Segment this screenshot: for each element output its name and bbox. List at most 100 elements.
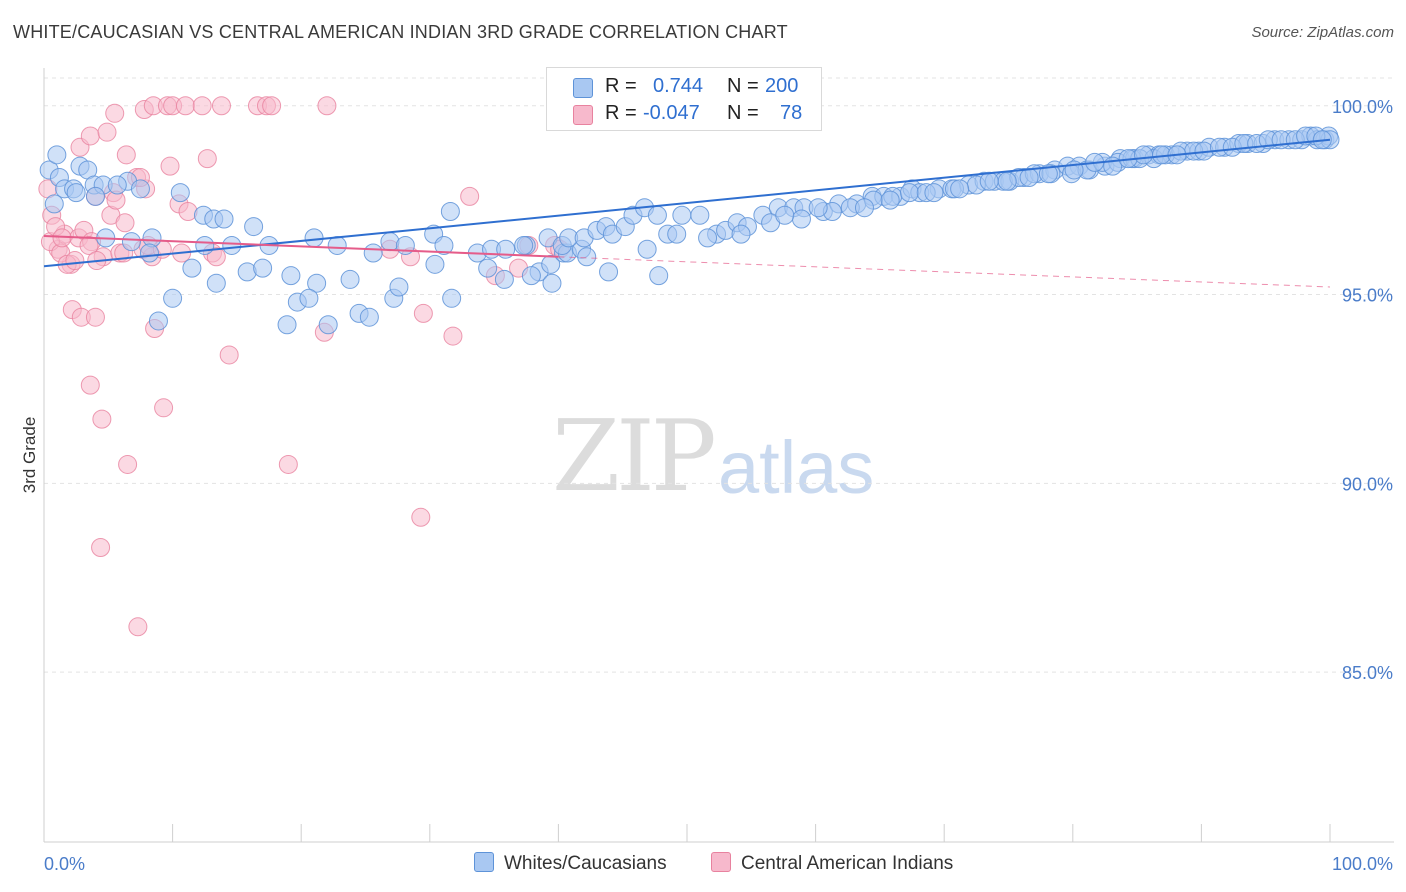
white-caucasian-point [206,273,226,293]
white-caucasian-point [340,269,360,289]
central-american-indian-point [211,96,231,116]
axis-labels: 85.0% 90.0% 95.0% 100.0% 0.0% 100.0% 3rd Grade [20,97,1393,874]
y-tick-label: 85.0% [1342,663,1393,683]
white-caucasian-point [44,194,64,214]
white-caucasian-point [47,145,67,165]
white-caucasian-point [107,175,127,195]
central-american-indian-point [317,96,337,116]
bottom-legend-whites: Whites/Caucasians [474,852,667,875]
central-american-indian-point [278,454,298,474]
central-american-indian-point [80,126,100,146]
legend-n-label: N = [727,102,759,124]
legend-swatch-pink [573,105,593,125]
central-american-indian-point [80,375,100,395]
white-caucasian-point [363,243,383,263]
white-caucasian-point [359,307,379,327]
x-tick-label: 100.0% [1332,854,1393,874]
white-caucasian-point [514,235,534,255]
white-caucasian-point [647,205,667,225]
white-caucasian-point [277,315,297,335]
central-american-indian-point [91,538,111,558]
bottom-legend-swatch-pink [711,852,731,872]
white-caucasian-point [979,171,999,191]
white-caucasian-point [494,269,514,289]
bottom-legend-label-central-american: Central American Indians [741,853,954,874]
white-caucasian-point [304,228,324,248]
white-caucasian-point [731,224,751,244]
white-caucasian-point [440,201,460,221]
white-caucasian-point [327,235,347,255]
white-caucasian-point [791,209,811,229]
white-caucasian-point [577,247,597,267]
central-american-indian-point [65,251,85,271]
legend-n-value: 78 [780,102,803,124]
bottom-legend-swatch-blue [474,852,494,872]
legend-r-label: R = [605,75,637,97]
white-caucasian-point [698,228,718,248]
y-tick-label: 95.0% [1342,286,1393,306]
white-caucasian-point [434,235,454,255]
correlation-legend: R = 0.744 N = 200 R = -0.047 N = 78 [546,67,822,131]
white-caucasian-point [880,190,900,210]
central-american-indian-point [97,122,117,142]
white-caucasian-point [139,243,159,263]
legend-row-central-american: R = -0.047 N = 78 [547,100,821,128]
white-caucasian-point [253,258,273,278]
white-caucasian-point [649,266,669,286]
central-american-indian-point [262,96,282,116]
white-caucasian-point [997,171,1017,191]
legend-n-value: 200 [765,75,799,97]
white-caucasian-point [1038,164,1058,184]
white-caucasian-point [148,311,168,331]
legend-n-label: N = [727,75,759,97]
central-american-indian-point [219,345,239,365]
white-caucasian-point [182,258,202,278]
white-caucasian-point [1019,167,1039,187]
white-caucasian-points [39,126,1340,335]
white-caucasian-point [808,198,828,218]
white-caucasian-point [1134,145,1154,165]
white-caucasian-point [924,183,944,203]
legend-r-label: R = [605,102,637,124]
white-caucasian-point [121,232,141,252]
white-caucasian-point [542,273,562,293]
white-caucasian-point [950,179,970,199]
white-caucasian-point [307,273,327,293]
central-american-indian-point [79,235,99,255]
white-caucasian-point [222,235,242,255]
white-caucasian-point [170,183,190,203]
white-caucasian-point [521,266,541,286]
central-american-indian-point [192,96,212,116]
white-caucasian-point [130,179,150,199]
white-caucasian-point [163,288,183,308]
central-american-indian-point [206,247,226,267]
white-caucasian-point [66,183,86,203]
white-caucasian-point [899,183,919,203]
white-caucasian-point [281,266,301,286]
legend-swatch-blue [573,78,593,98]
x-tick-label: 0.0% [44,854,85,874]
grid-lines [44,77,1394,673]
central-american-indian-point [128,617,148,637]
central-american-indian-point [160,156,180,176]
white-caucasian-point [478,258,498,278]
white-caucasian-point [85,186,105,206]
central-american-indian-point [85,307,105,327]
central-american-indian-point [175,96,195,116]
y-tick-label: 90.0% [1342,474,1393,494]
white-caucasian-point [318,315,338,335]
y-axis-label: 3rd Grade [20,417,39,494]
white-caucasian-point [667,224,687,244]
central-american-indian-point [460,186,480,206]
legend-row-whites: R = 0.744 N = 200 [547,73,821,101]
central-american-indian-point [197,149,217,169]
white-caucasian-point [599,262,619,282]
central-american-indian-point [115,213,135,233]
white-caucasian-point [541,254,561,274]
white-caucasian-point [854,198,874,218]
trend-lines [43,138,1331,288]
white-caucasian-point [299,288,319,308]
white-caucasian-point [690,205,710,225]
bottom-legend-label-whites: Whites/Caucasians [504,853,667,874]
